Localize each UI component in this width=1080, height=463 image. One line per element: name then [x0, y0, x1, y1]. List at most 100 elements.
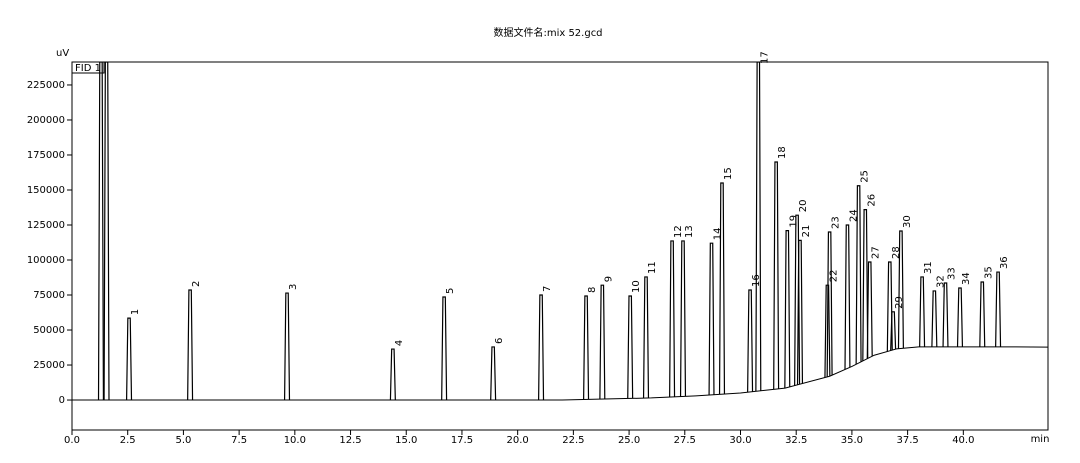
y-tick-label: 225000 — [27, 80, 65, 91]
peak-label: 1 — [130, 309, 141, 315]
peak — [538, 294, 545, 401]
peak-label: 30 — [902, 215, 913, 228]
peak-label: 33 — [946, 267, 957, 280]
peak — [679, 240, 687, 397]
peak — [103, 62, 110, 401]
peak — [796, 239, 804, 385]
peak-label: 3 — [288, 284, 299, 290]
peak — [583, 295, 590, 400]
peak-label: 32 — [935, 275, 946, 288]
peak — [97, 62, 105, 401]
x-tick-label: 15.0 — [395, 435, 417, 446]
y-tick-label: 100000 — [27, 255, 65, 266]
peak — [956, 287, 964, 347]
y-tick-label: 25000 — [33, 360, 65, 371]
peak-label: 8 — [587, 287, 598, 293]
peak — [718, 182, 726, 395]
peak — [897, 230, 904, 349]
peak — [669, 240, 676, 398]
x-tick-label: 12.5 — [339, 435, 361, 446]
detector-box — [71, 61, 105, 74]
peak — [490, 346, 497, 401]
y-unit: uV — [56, 48, 69, 59]
peak — [931, 290, 938, 347]
peak-label: 14 — [713, 227, 724, 240]
peak — [441, 296, 448, 401]
peak — [389, 348, 396, 401]
peak-label: 15 — [723, 167, 734, 180]
y-tick-label: 175000 — [27, 150, 65, 161]
peak-label: 11 — [647, 261, 658, 274]
x-tick-label: 10.0 — [284, 435, 306, 446]
peak — [773, 161, 780, 390]
peak — [886, 261, 893, 352]
peak — [627, 295, 634, 399]
y-tick-label: 0 — [59, 395, 65, 406]
peak-label: 18 — [777, 146, 788, 159]
peak — [755, 62, 762, 392]
peak-label: 17 — [759, 51, 770, 64]
peak — [784, 229, 791, 389]
peak-label: 24 — [848, 209, 859, 222]
peak-label: 10 — [631, 280, 642, 293]
x-tick-label: 27.5 — [674, 435, 696, 446]
peak-label: 19 — [788, 215, 799, 228]
x-tick-label: 25.0 — [618, 435, 640, 446]
peak-label: 12 — [673, 225, 684, 238]
x-tick-label: 37.5 — [896, 435, 918, 446]
peak — [844, 224, 851, 370]
detector-label: FID 1 — [75, 63, 101, 74]
x-tick-label: 20.0 — [507, 435, 529, 446]
peak — [747, 289, 754, 393]
baseline — [72, 346, 1048, 401]
x-tick-label: 32.5 — [785, 435, 807, 446]
peak-label: 20 — [798, 199, 809, 212]
peak-label: 23 — [831, 216, 842, 229]
peak — [979, 281, 986, 347]
x-tick-label: 30.0 — [729, 435, 751, 446]
plot-frame — [71, 61, 1049, 431]
peak-label: 16 — [751, 274, 762, 287]
y-tick-label: 150000 — [27, 185, 65, 196]
peak — [890, 311, 897, 351]
peak-label: 2 — [191, 281, 202, 287]
peak-label: 34 — [961, 272, 972, 285]
x-tick-label: 7.5 — [231, 435, 247, 446]
peak-label: 29 — [894, 296, 905, 309]
peak-label: 4 — [394, 340, 405, 346]
peak-label: 7 — [542, 286, 553, 292]
peak-label: 9 — [603, 276, 614, 282]
peak — [995, 271, 1002, 347]
peak-label: 22 — [828, 269, 839, 282]
peak-label: 28 — [891, 246, 902, 259]
peak — [283, 292, 291, 401]
peak-label: 27 — [871, 246, 882, 259]
peak — [794, 214, 801, 386]
peak — [855, 185, 862, 365]
peak — [708, 242, 715, 396]
y-tick-label: 75000 — [33, 290, 65, 301]
peak-label: 36 — [999, 256, 1010, 269]
peak — [862, 208, 869, 361]
peak-label: 25 — [860, 170, 871, 183]
peak-label: 13 — [684, 225, 695, 238]
peak — [599, 284, 606, 400]
x-tick-label: 22.5 — [562, 435, 584, 446]
x-tick-label: 40.0 — [952, 435, 974, 446]
chart-title: 数据文件名:mix 52.gcd — [493, 26, 602, 39]
peak-label: 26 — [866, 194, 877, 207]
x-tick-label: 17.5 — [451, 435, 473, 446]
x-tick-label: 35.0 — [841, 435, 863, 446]
x-tick-label: 2.5 — [120, 435, 136, 446]
peak-label: 35 — [983, 266, 994, 279]
peak — [187, 289, 194, 401]
y-tick-label: 200000 — [27, 115, 65, 126]
peak-label: 6 — [494, 338, 505, 344]
peak — [642, 276, 650, 399]
y-tick-label: 125000 — [27, 220, 65, 231]
peak — [942, 282, 949, 347]
peak — [826, 231, 833, 377]
peak-label: 21 — [801, 225, 812, 238]
